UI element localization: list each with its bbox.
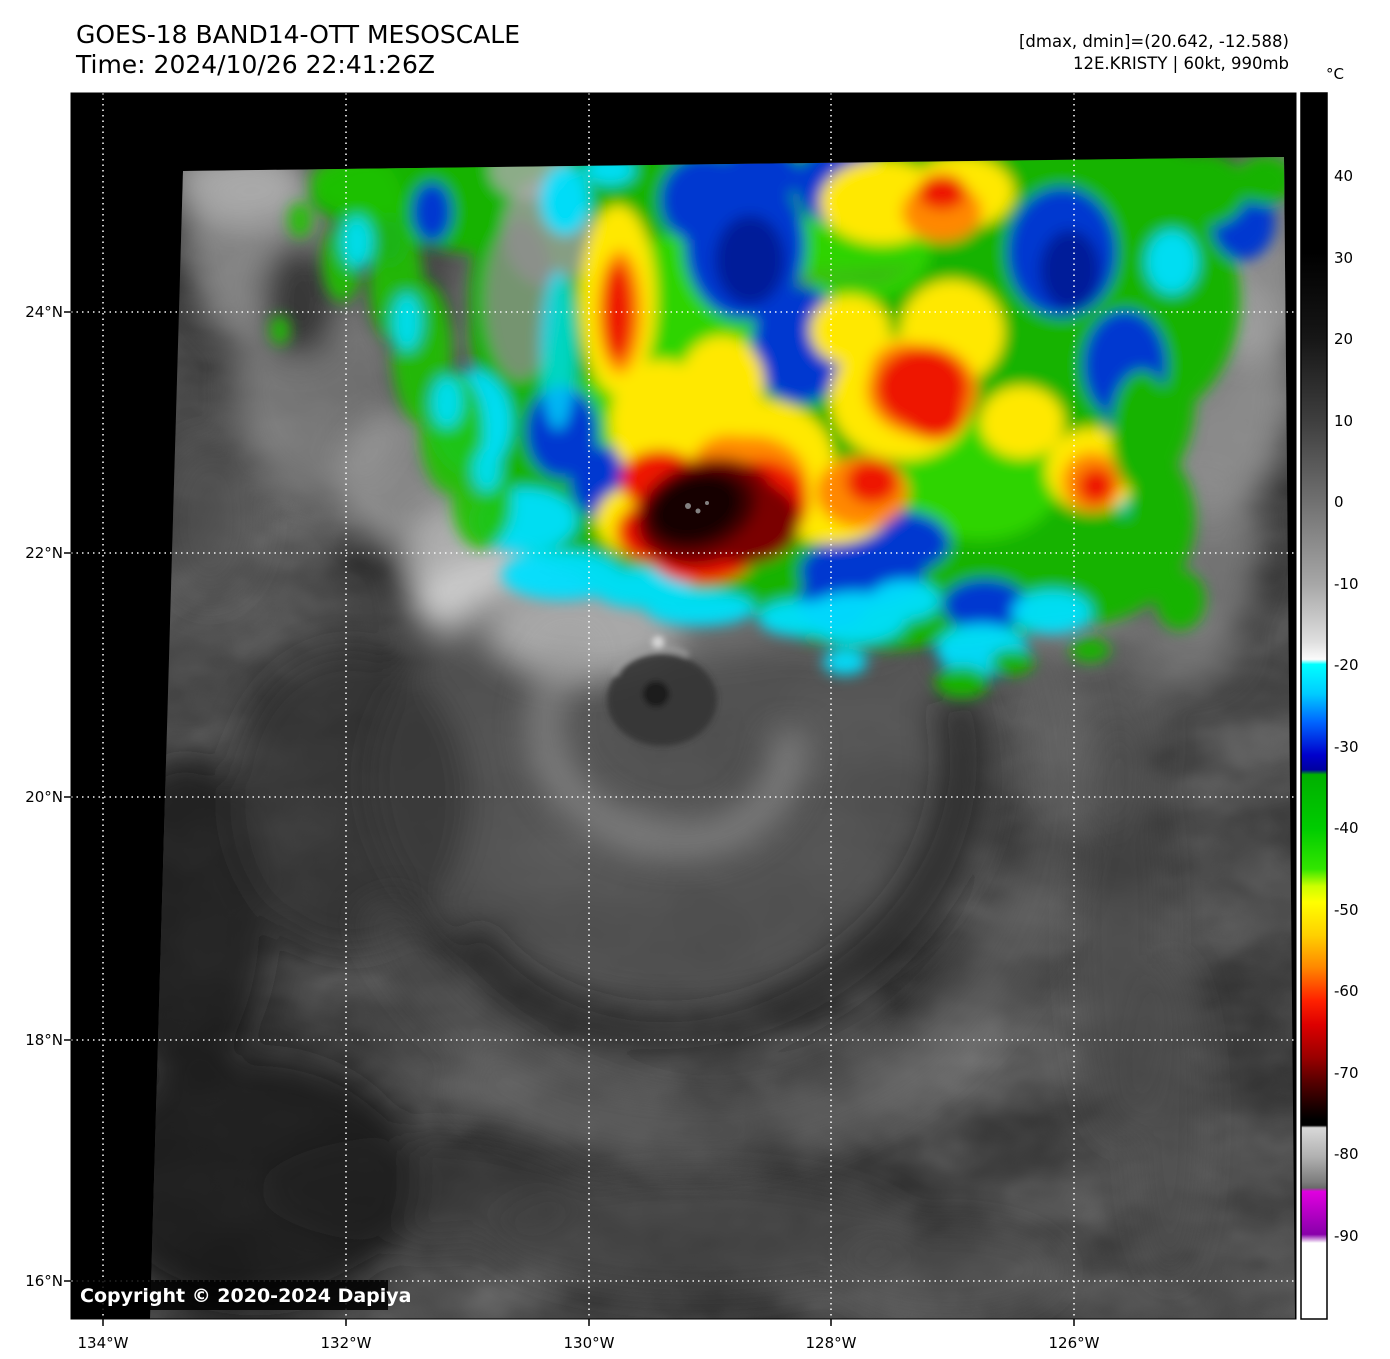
dmax-dmin-readout: [dmax, dmin]=(20.642, -12.588)	[1019, 32, 1289, 51]
colorbar-tick-label: -90	[1334, 1227, 1359, 1245]
colorbar-tick-label: 10	[1334, 412, 1353, 430]
colorbar-tick-label: 40	[1334, 167, 1353, 185]
colorbar-tick-label: -80	[1334, 1145, 1359, 1163]
copyright-text: Copyright © 2020-2024 Dapiya	[80, 1285, 411, 1307]
lon-label: 132°W	[321, 1334, 372, 1352]
colorbar-tick-label: 0	[1334, 493, 1344, 511]
colorbar: °C 40 30 20 10 0 -10 -20 -30 -40 -50 -60…	[1300, 65, 1359, 1320]
colorbar-tick-labels: 40 30 20 10 0 -10 -20 -30 -40 -50 -60 -7…	[1334, 167, 1359, 1245]
lon-label: 130°W	[564, 1334, 615, 1352]
overshooting-top-dots	[685, 501, 709, 514]
colorbar-tick-label: 30	[1334, 249, 1353, 267]
storm-center	[607, 636, 717, 746]
colorbar-tick-label: -60	[1334, 982, 1359, 1000]
plot-border	[70, 92, 1297, 1320]
colorbar-unit-label: °C	[1326, 65, 1344, 83]
map-plot: Copyright © 2020-2024 Dapiya	[70, 92, 1297, 1320]
hurricane-spiral-bands	[356, 627, 1092, 1167]
colorbar-tick-label: -30	[1334, 738, 1359, 756]
colorbar-tick-label: -40	[1334, 819, 1359, 837]
latitude-labels: 24°N 22°N 20°N 18°N 16°N	[25, 303, 63, 1290]
colorbar-scale	[1300, 92, 1328, 1320]
lon-label: 126°W	[1049, 1334, 1100, 1352]
colorbar-tick-label: -10	[1334, 575, 1359, 593]
longitude-labels: 134°W 132°W 130°W 128°W 126°W	[78, 1334, 1100, 1352]
storm-info: 12E.KRISTY | 60kt, 990mb	[1073, 54, 1289, 73]
colorbar-tick-label: -50	[1334, 901, 1359, 919]
lat-label: 22°N	[25, 544, 63, 562]
lat-label: 24°N	[25, 303, 63, 321]
colorbar-tick-label: 20	[1334, 330, 1353, 348]
lat-label: 16°N	[25, 1272, 63, 1290]
copyright-backdrop	[74, 1280, 388, 1310]
lon-label: 128°W	[806, 1334, 857, 1352]
plot-title: GOES-18 BAND14-OTT MESOSCALE	[76, 20, 520, 49]
plot-time: Time: 2024/10/26 22:41:26Z	[75, 50, 435, 79]
axis-ticks	[64, 311, 1075, 1326]
colorbar-tick-label: -70	[1334, 1064, 1359, 1082]
enhanced-cold-cloud-layer	[270, 157, 1295, 698]
lon-label: 134°W	[78, 1334, 129, 1352]
lat-label: 18°N	[25, 1031, 63, 1049]
colorbar-tick-label: -20	[1334, 656, 1359, 674]
lat-label: 20°N	[25, 788, 63, 806]
satellite-imagery	[150, 157, 1295, 1319]
